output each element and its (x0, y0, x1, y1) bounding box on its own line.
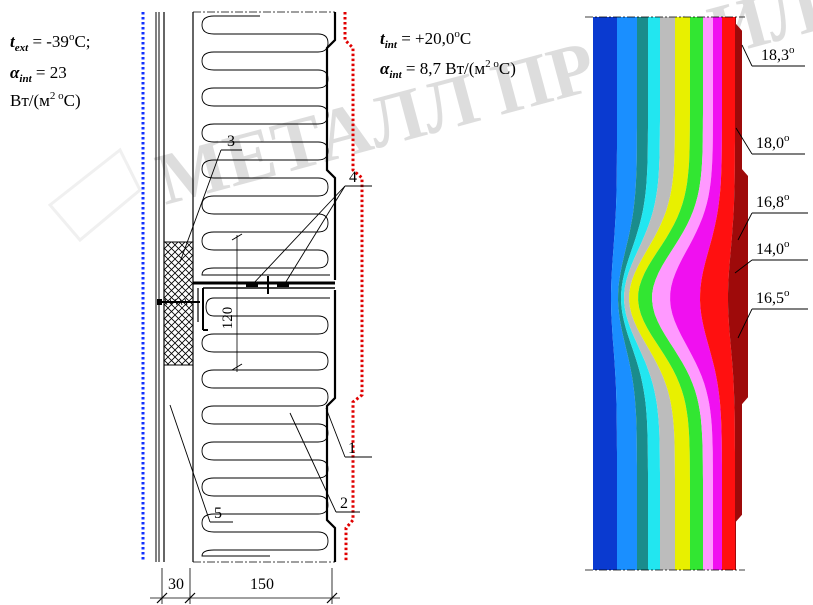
panel-inner-face-upper (325, 12, 337, 280)
temperature-band-8 (652, 17, 713, 570)
callout-3: 3 (227, 133, 235, 150)
callout-2: 2 (340, 495, 348, 512)
watermark-logo-icon (47, 147, 142, 243)
temperature-field (593, 17, 748, 570)
panel-inner-face-lower (325, 290, 337, 562)
callout-5: 5 (214, 505, 222, 522)
temperature-band-7 (638, 17, 703, 570)
temperature-band-11 (728, 17, 748, 570)
int-alpha-label: αint = 8,7 Вт/(м2 oС) (380, 58, 516, 81)
temperature-band-10 (700, 17, 735, 570)
ext-alpha-label: αint = 23 (10, 63, 67, 85)
temp-label-16-5: 16,5o (756, 287, 790, 307)
temp-label-18-3: 18,3o (761, 44, 795, 64)
exterior-conditions: text = -39oC; αint = 23 Вт/(м2 oС) (10, 31, 91, 110)
temperature-band-4 (621, 17, 660, 570)
temperature-band-9 (670, 17, 722, 570)
temperature-band-5 (624, 17, 675, 570)
mineral-wool-upper (201, 15, 330, 276)
temp-label-18-0: 18,0o (756, 132, 790, 152)
callout-leaders (169, 149, 372, 523)
temperature-band-1 (593, 17, 617, 570)
ext-temperature-label: text = -39oC; (10, 31, 91, 54)
temperature-band-2 (611, 17, 637, 570)
callout-1: 1 (348, 440, 356, 457)
interior-conditions: tint = +20,0oC αint = 8,7 Вт/(м2 oС) (380, 28, 516, 81)
callout-4: 4 (349, 169, 357, 186)
temperature-labels: 18,3o 18,0o 16,8o 14,0o 16,5o (756, 44, 795, 307)
joint-insulation (163, 241, 194, 366)
dimension-120-label: 120 (220, 307, 236, 330)
temperature-band-3 (618, 17, 648, 570)
temperature-leaders (734, 44, 808, 339)
temp-label-14-0: 14,0o (756, 238, 790, 258)
dimension-150-label: 150 (250, 576, 274, 593)
wall-section-drawing: 120 30 150 3 4 (141, 11, 372, 604)
interior-boundary-line (343, 12, 364, 562)
mineral-wool-lower (201, 297, 330, 557)
temperature-band-6 (629, 17, 690, 570)
temp-label-16-8: 16,8o (756, 191, 790, 211)
ext-alpha-unit: Вт/(м2 oС) (10, 90, 81, 110)
dimension-30-label: 30 (168, 576, 184, 593)
rivet-icon (277, 282, 289, 287)
int-temperature-label: tint = +20,0oC (380, 28, 471, 51)
